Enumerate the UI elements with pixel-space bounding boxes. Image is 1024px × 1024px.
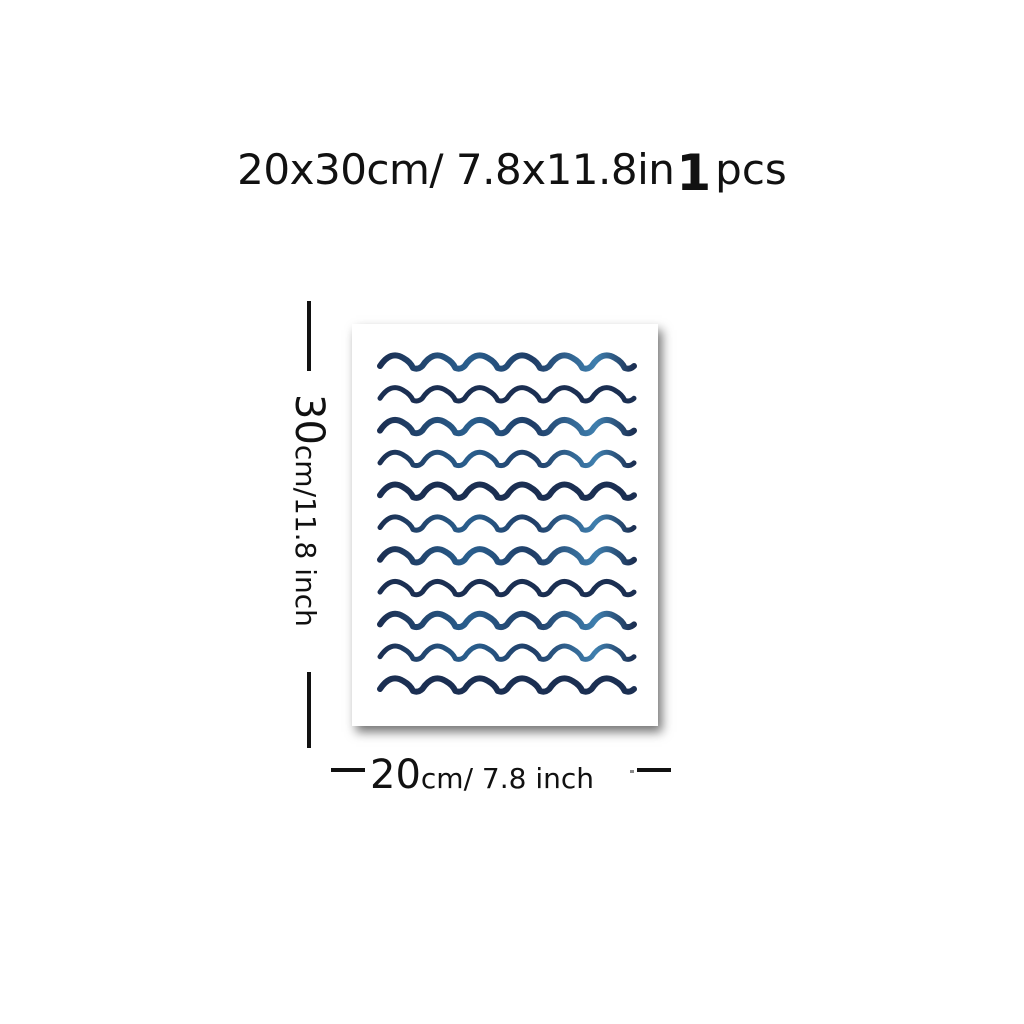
- size-spec-text: 20x30cm/ 7.8x11.8in: [237, 145, 675, 194]
- size-title: 20x30cm/ 7.8x11.8in1pcs: [0, 138, 1024, 202]
- wave-row: [377, 675, 637, 695]
- wave-row: [377, 385, 637, 404]
- speck-mark: [630, 770, 634, 773]
- height-dimension-label: 30cm/11.8 inch: [286, 394, 332, 654]
- quantity-number: 1: [676, 144, 712, 202]
- width-value: 20: [370, 752, 421, 798]
- width-dimension-line-left: [331, 768, 365, 772]
- wave-row: [377, 578, 637, 598]
- width-dimension-line-right: [637, 768, 671, 772]
- wave-row: [377, 546, 637, 566]
- quantity-unit: pcs: [715, 145, 787, 194]
- wave-row: [377, 449, 637, 469]
- wave-poster: [352, 324, 658, 726]
- height-dimension-line-bottom: [307, 672, 311, 748]
- width-unit-text: cm/ 7.8 inch: [420, 762, 595, 795]
- height-unit-text: cm/11.8 inch: [289, 444, 322, 627]
- height-value: 30: [286, 394, 332, 445]
- height-dimension-line-top: [307, 301, 311, 371]
- wave-pattern-art: [377, 352, 637, 695]
- wave-row: [377, 643, 637, 662]
- wave-row: [377, 514, 637, 533]
- wave-row: [377, 352, 637, 372]
- width-dimension-label: 20cm/ 7.8 inch: [370, 752, 594, 798]
- wave-row: [377, 416, 637, 437]
- wave-row: [377, 610, 637, 631]
- wave-row: [377, 481, 637, 501]
